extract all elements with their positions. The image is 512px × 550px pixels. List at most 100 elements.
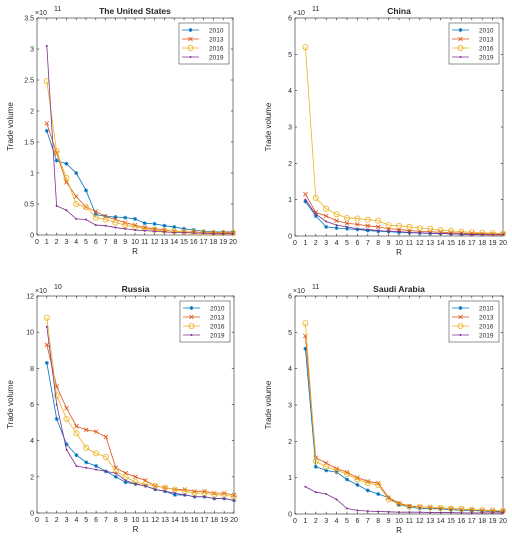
data-point — [303, 191, 308, 197]
x-tick-label: 18 — [210, 517, 218, 524]
data-point — [122, 473, 129, 480]
data-point — [173, 231, 176, 234]
x-tick-label: 1 — [45, 517, 49, 524]
data-point — [387, 510, 390, 513]
x-tick-label: 1 — [303, 240, 307, 247]
data-point — [302, 320, 309, 327]
x-tick-label: 18 — [478, 240, 486, 247]
data-point — [73, 200, 80, 207]
data-point — [346, 507, 348, 510]
legend: 2010 2013 2016 2019 — [448, 300, 500, 343]
data-point — [220, 230, 227, 237]
y-axis-title: Trade volume — [6, 102, 15, 151]
y-exponent-power: 10 — [54, 284, 62, 291]
series-2016 — [43, 314, 237, 500]
data-point — [95, 468, 98, 471]
data-point — [202, 489, 207, 494]
data-point — [459, 508, 464, 513]
y-tick-label: 2.5 — [24, 78, 34, 85]
legend: 2010 2013 2016 2019 — [448, 22, 500, 65]
data-point — [233, 499, 235, 502]
data-point — [63, 174, 70, 181]
data-point — [83, 204, 90, 211]
x-tick-label: 1 — [303, 518, 307, 525]
legend-swatch-marker — [188, 322, 195, 329]
data-point — [314, 491, 317, 494]
x-tick-label: 0 — [35, 517, 39, 524]
data-point — [491, 511, 494, 514]
legend-swatch-marker — [187, 45, 194, 52]
series-line — [46, 326, 235, 501]
x-tick-label: 9 — [123, 239, 127, 246]
x-tick-label: 5 — [84, 239, 88, 246]
chart-panel-2: 0 1 2 3 4 5 6 7 8 9 10 11 12 13 14 15 16 17 18 19 200123456×… — [264, 6, 507, 257]
data-point — [172, 224, 177, 229]
y-tick-label: 5 — [288, 52, 292, 59]
chart-panel-1: 0 1 2 3 4 5 6 7 8 9 10 11 12 13 14 15 16 17 18 19 2000.511.5… — [6, 6, 237, 256]
data-point — [502, 511, 504, 514]
data-point — [45, 44, 48, 47]
data-point — [365, 228, 370, 233]
x-tick-label: 20 — [230, 517, 238, 524]
x-axis-title: R — [396, 526, 402, 535]
data-point — [123, 215, 128, 220]
x-tick-label: 13 — [161, 517, 169, 524]
x-tick-label: 4 — [335, 240, 339, 247]
data-point — [447, 505, 454, 512]
data-point — [124, 479, 127, 482]
data-point — [427, 504, 434, 511]
data-point — [45, 325, 48, 328]
y-exponent-power: 11 — [312, 284, 319, 291]
x-tick-label: 9 — [124, 517, 128, 524]
legend-swatch-marker — [189, 306, 194, 310]
data-point — [200, 229, 207, 236]
data-point — [173, 492, 176, 495]
data-point — [323, 205, 330, 212]
series-line — [305, 194, 503, 235]
data-point — [333, 211, 340, 218]
legend-label: 2016 — [479, 45, 494, 52]
x-tick-label: 11 — [142, 517, 149, 524]
series-2013 — [303, 333, 506, 514]
data-point — [211, 229, 216, 234]
legend-swatch-marker — [190, 334, 193, 336]
data-point — [500, 508, 506, 514]
x-tick-label: 19 — [489, 240, 497, 247]
data-point — [480, 509, 485, 514]
data-point — [481, 233, 484, 236]
chart-title: The United States — [99, 6, 171, 16]
data-point — [335, 498, 338, 501]
data-point — [408, 231, 411, 234]
x-tick-label: 4 — [74, 239, 78, 246]
y-tick-label: 0 — [30, 511, 34, 518]
data-point — [44, 121, 50, 126]
x-tick-label: 19 — [219, 239, 227, 246]
chart-panel-3: 0 1 2 3 4 5 6 7 8 9 10 11 12 13 14 15 16 17 18 19 2002468101… — [6, 284, 238, 534]
series-line — [46, 317, 235, 498]
legend-swatch-marker — [458, 306, 463, 310]
data-point — [398, 230, 400, 233]
data-point — [221, 491, 228, 498]
series-2016 — [43, 78, 236, 237]
data-point — [75, 217, 78, 220]
x-tick-label: 18 — [210, 239, 218, 246]
data-point — [154, 488, 157, 491]
data-point — [324, 224, 329, 229]
y-tick-label: 3 — [30, 47, 34, 54]
data-point — [55, 204, 58, 207]
data-point — [470, 511, 473, 514]
data-point — [124, 227, 127, 230]
legend-swatch-marker — [189, 56, 192, 58]
data-point — [355, 222, 360, 227]
data-point — [501, 509, 505, 514]
legend: 2010 2013 2016 2019 — [179, 300, 231, 343]
data-point — [164, 490, 167, 493]
data-point — [325, 493, 328, 496]
data-point — [385, 222, 392, 229]
x-tick-label: 12 — [151, 517, 159, 524]
data-point — [85, 466, 88, 469]
x-tick-label: 10 — [395, 240, 403, 247]
series-line — [46, 123, 233, 233]
x-tick-label: 15 — [447, 240, 455, 247]
data-point — [375, 217, 382, 224]
